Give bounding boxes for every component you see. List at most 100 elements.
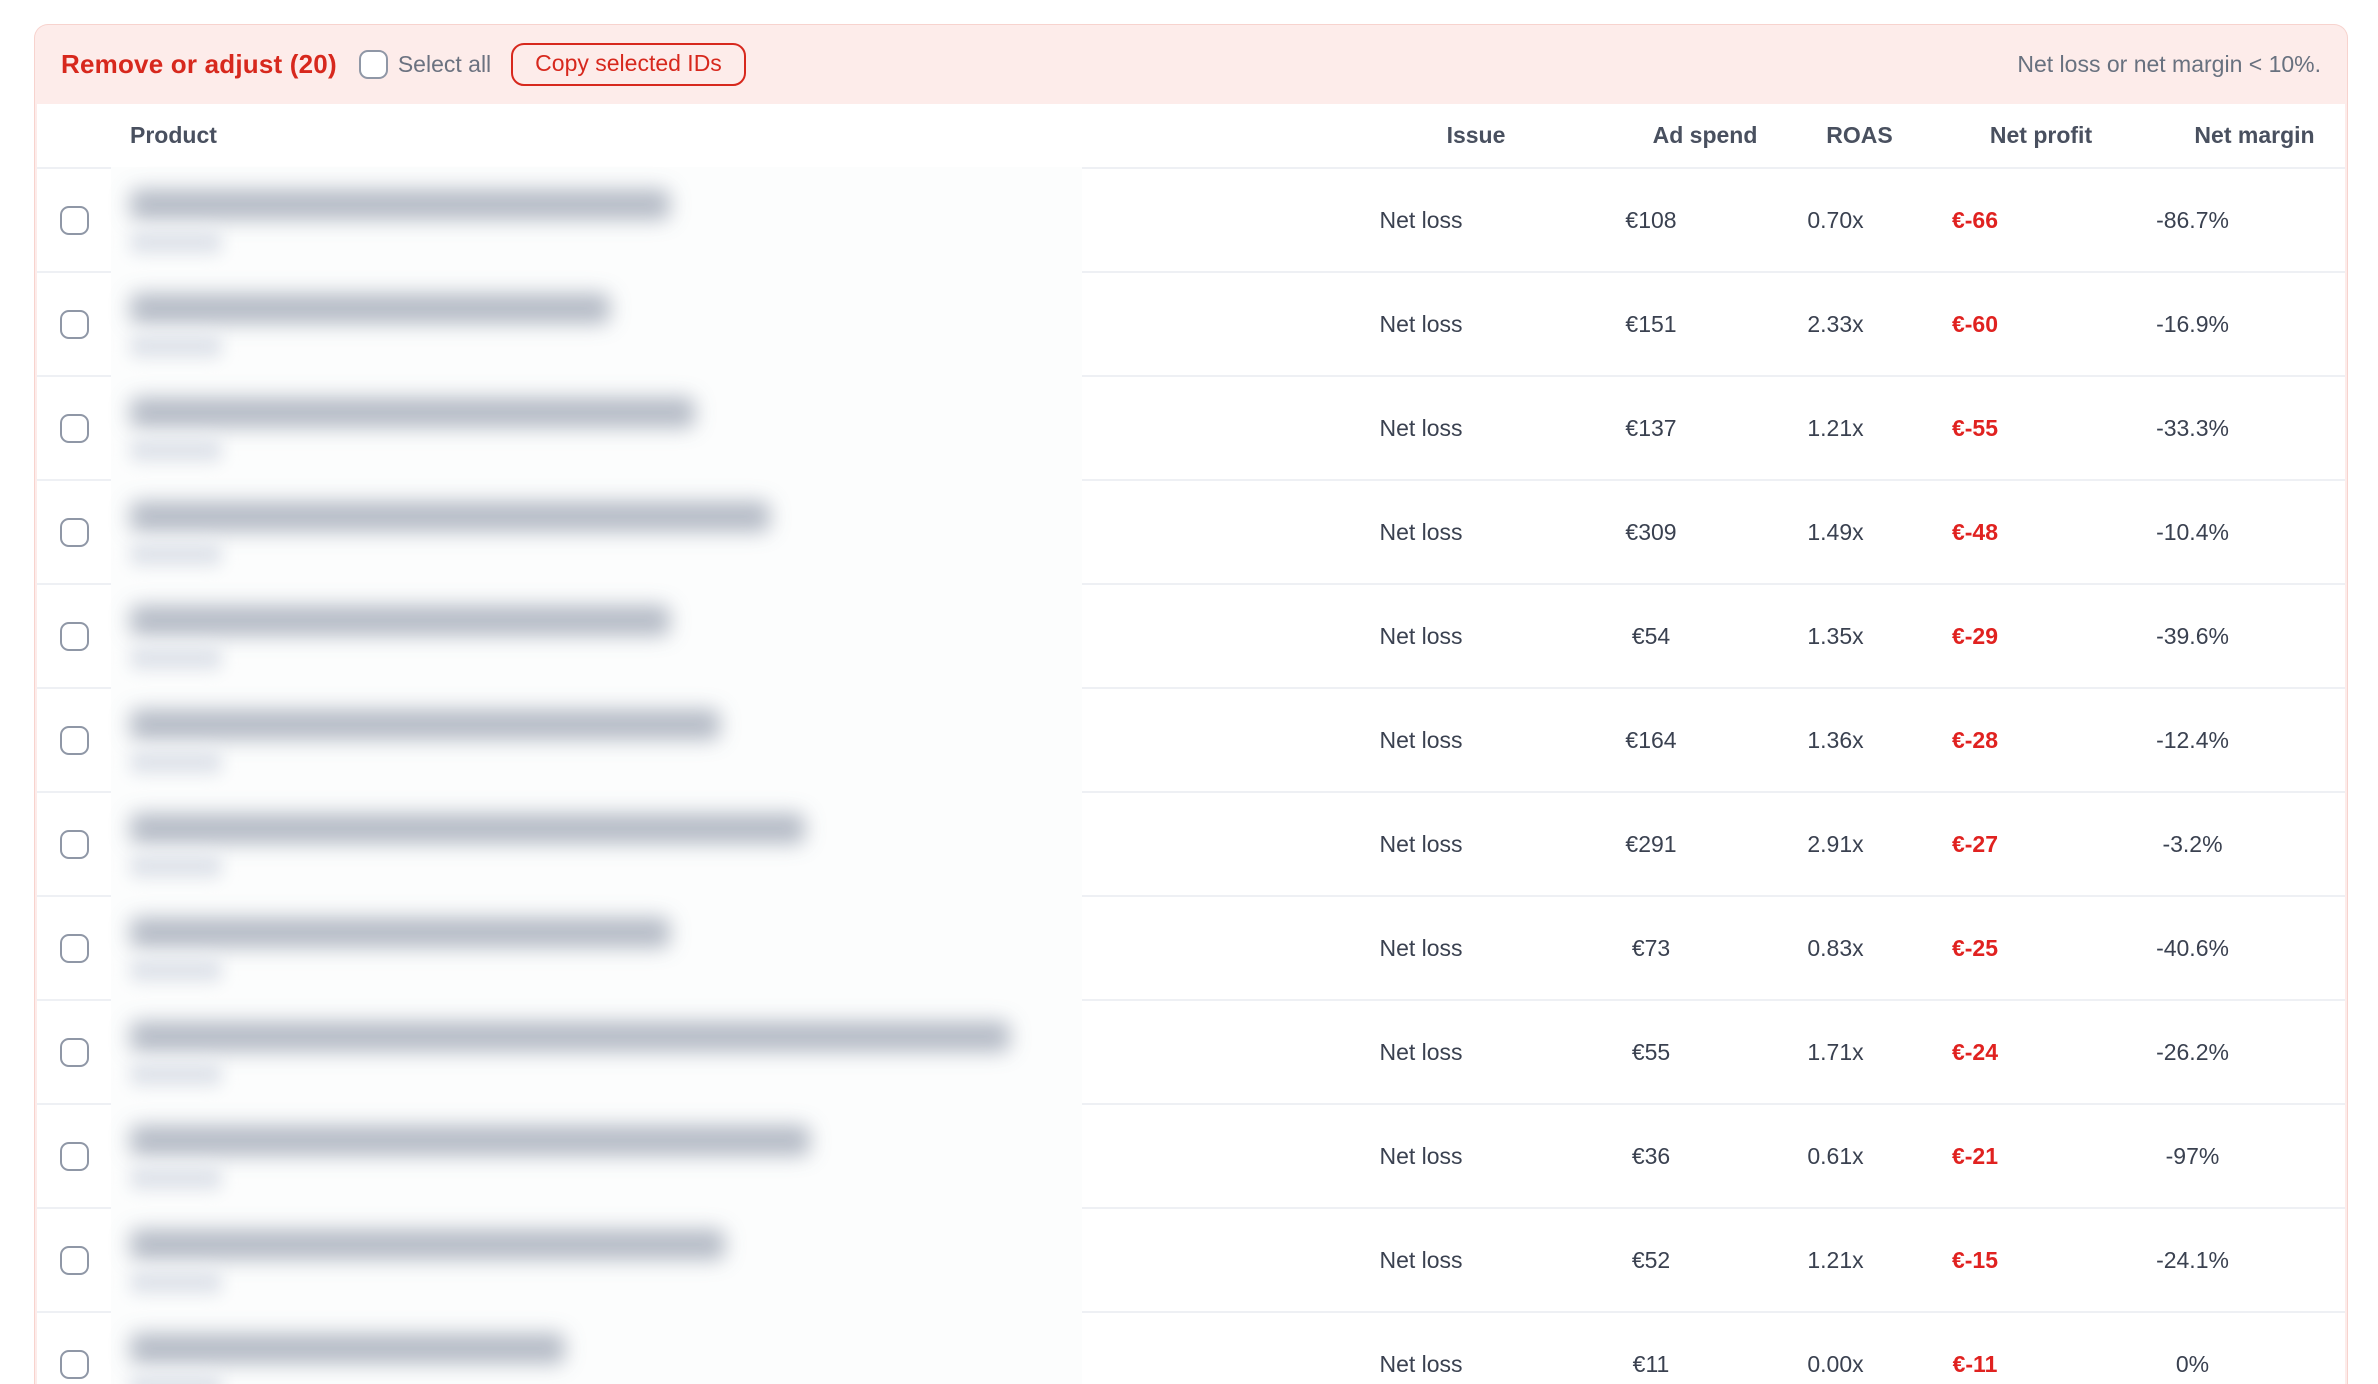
product-name-redacted — [130, 397, 695, 428]
product-redacted-area — [111, 1207, 1082, 1313]
copy-selected-ids-button[interactable]: Copy selected IDs — [511, 42, 746, 87]
product-cell — [111, 999, 1301, 1105]
row-checkbox-cell — [37, 1105, 111, 1207]
net-profit-cell: €-27 — [1951, 830, 1999, 857]
table-row: Net loss €55 1.71x €-24 -26.2% — [37, 999, 2345, 1105]
header-checkbox-spacer — [37, 104, 111, 167]
row-checkbox[interactable] — [59, 1245, 89, 1275]
product-name-redacted — [130, 605, 670, 636]
select-all-checkbox[interactable] — [358, 50, 388, 79]
column-header-issue: Issue — [1446, 122, 1506, 148]
ad-spend-cell: €73 — [1631, 934, 1671, 961]
row-checkbox-cell — [37, 897, 111, 999]
net-profit-cell: €-66 — [1951, 206, 1999, 233]
row-checkbox[interactable] — [59, 517, 89, 547]
product-redacted-area — [111, 1103, 1082, 1209]
ad-spend-cell: €11 — [1632, 1350, 1670, 1377]
roas-cell: 2.33x — [1807, 310, 1864, 337]
product-redacted-area — [111, 583, 1082, 689]
row-checkbox-cell — [37, 169, 111, 271]
net-margin-cell: 0% — [2175, 1350, 2210, 1377]
column-header-net-profit: Net profit — [1989, 122, 2093, 148]
row-checkbox[interactable] — [59, 413, 89, 443]
row-checkbox[interactable] — [59, 829, 89, 859]
product-name-redacted — [130, 1125, 810, 1156]
table-row: Net loss €52 1.21x €-15 -24.1% — [37, 1207, 2345, 1313]
table-row: Net loss €11 0.00x €-11 0% — [37, 1311, 2345, 1384]
product-id-redacted — [130, 1374, 222, 1384]
issue-cell: Net loss — [1379, 1038, 1463, 1065]
ad-spend-cell: €291 — [1625, 830, 1677, 857]
product-redacted-area — [111, 999, 1082, 1105]
table-header-row: Product Issue Ad spend ROAS Net profit N… — [37, 104, 2345, 169]
net-margin-cell: -24.1% — [2156, 1246, 2229, 1273]
net-profit-cell: €-28 — [1951, 726, 1999, 753]
row-checkbox[interactable] — [59, 1349, 89, 1379]
issue-cell: Net loss — [1379, 726, 1463, 753]
row-checkbox[interactable] — [59, 1141, 89, 1171]
net-margin-cell: -10.4% — [2156, 518, 2229, 545]
product-cell — [111, 167, 1301, 273]
product-name-redacted — [130, 1229, 725, 1260]
net-margin-cell: -3.2% — [2162, 830, 2223, 857]
filter-criteria-note: Net loss or net margin < 10%. — [2017, 51, 2321, 77]
roas-cell: 2.91x — [1807, 830, 1864, 857]
row-checkbox-cell — [37, 1001, 111, 1103]
table-row: Net loss €54 1.35x €-29 -39.6% — [37, 583, 2345, 689]
row-checkbox[interactable] — [59, 1037, 89, 1067]
roas-cell: 1.49x — [1807, 518, 1864, 545]
row-checkbox-cell — [37, 585, 111, 687]
product-cell — [111, 1207, 1301, 1313]
product-name-redacted — [130, 501, 770, 532]
column-header-product: Product — [130, 122, 217, 148]
net-profit-cell: €-29 — [1951, 622, 1999, 649]
row-checkbox[interactable] — [59, 309, 89, 339]
ad-spend-cell: €54 — [1631, 622, 1671, 649]
roas-cell: 0.70x — [1807, 206, 1864, 233]
net-profit-cell: €-24 — [1951, 1038, 1999, 1065]
product-id-redacted — [130, 750, 222, 774]
ad-spend-cell: €309 — [1625, 518, 1677, 545]
row-checkbox[interactable] — [59, 933, 89, 963]
product-cell — [111, 791, 1301, 897]
net-profit-cell: €-15 — [1951, 1246, 1999, 1273]
column-header-roas: ROAS — [1826, 122, 1893, 148]
ad-spend-cell: €52 — [1631, 1246, 1671, 1273]
issue-cell: Net loss — [1379, 206, 1463, 233]
roas-cell: 0.00x — [1807, 1350, 1864, 1377]
issue-cell: Net loss — [1379, 1142, 1463, 1169]
table-row: Net loss €151 2.33x €-60 -16.9% — [37, 271, 2345, 377]
roas-cell: 1.21x — [1807, 414, 1864, 441]
row-checkbox[interactable] — [59, 725, 89, 755]
roas-cell: 1.71x — [1807, 1038, 1864, 1065]
product-name-redacted — [130, 1021, 1010, 1052]
product-id-redacted — [130, 854, 222, 878]
column-header-ad-spend: Ad spend — [1652, 122, 1758, 148]
table-row: Net loss €36 0.61x €-21 -97% — [37, 1103, 2345, 1209]
ad-spend-cell: €108 — [1625, 206, 1677, 233]
product-id-redacted — [130, 230, 222, 254]
net-profit-cell: €-21 — [1951, 1142, 1999, 1169]
net-profit-cell: €-11 — [1952, 1350, 1998, 1377]
product-id-redacted — [130, 334, 222, 358]
net-margin-cell: -12.4% — [2156, 726, 2229, 753]
ad-spend-cell: €36 — [1631, 1142, 1671, 1169]
product-id-redacted — [130, 438, 222, 462]
ad-spend-cell: €55 — [1631, 1038, 1671, 1065]
row-checkbox-cell — [37, 793, 111, 895]
product-cell — [111, 479, 1301, 585]
product-redacted-area — [111, 1311, 1082, 1384]
row-checkbox[interactable] — [59, 205, 89, 235]
row-checkbox[interactable] — [59, 621, 89, 651]
net-margin-cell: -26.2% — [2156, 1038, 2229, 1065]
table-row: Net loss €164 1.36x €-28 -12.4% — [37, 687, 2345, 793]
net-profit-cell: €-48 — [1951, 518, 1999, 545]
panel-header: Remove or adjust (20) Select all Copy se… — [35, 25, 2347, 104]
select-all-control[interactable]: Select all — [358, 50, 491, 79]
product-cell — [111, 583, 1301, 689]
issue-cell: Net loss — [1379, 1350, 1463, 1377]
product-name-redacted — [130, 1333, 565, 1364]
net-margin-cell: -40.6% — [2156, 934, 2229, 961]
product-redacted-area — [111, 375, 1082, 481]
net-profit-cell: €-25 — [1951, 934, 1999, 961]
